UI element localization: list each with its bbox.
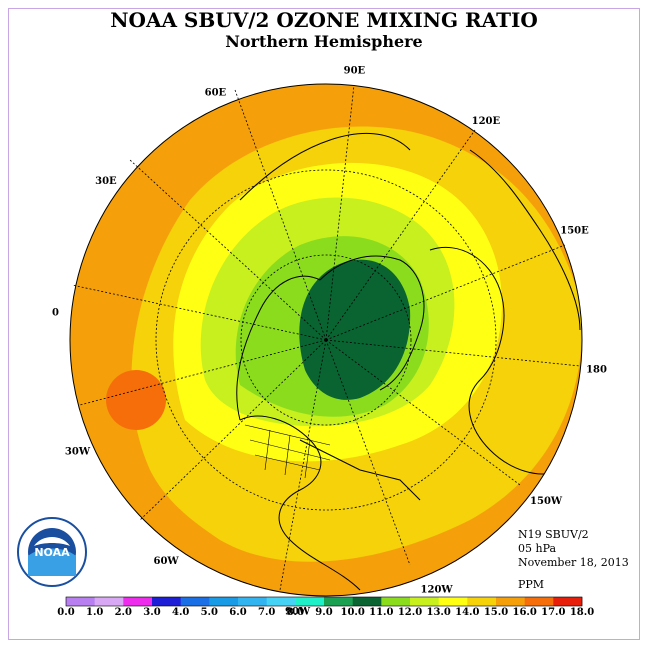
satellite-label: N19 SBUV/2 [518,528,589,541]
legend-swatch [324,597,353,606]
legend-value-labels: 0.0 1.0 2.0 3.0 4.0 5.0 6.0 7.0 8.0 9.0 10.0 11.0 12… [0,607,648,621]
color-legend [65,596,583,607]
legend-value: 8.0 [286,607,304,618]
legend-swatch [94,597,124,606]
legend-swatch [66,597,95,606]
legend-value: 2.0 [114,607,132,618]
legend-swatch [438,597,468,606]
legend-value: 9.0 [315,607,333,618]
lon-label-1: 60E [205,88,227,99]
graticule [71,84,581,591]
lon-label-11: 120E [472,116,501,127]
coastlines [236,132,581,591]
legend-value: 10.0 [340,607,365,618]
legend-value: 0.0 [57,607,75,618]
map-frame [8,8,640,640]
band-15-16 [106,370,166,430]
map-border [69,83,583,597]
band-13-14-south [230,485,320,555]
legend-border [65,596,583,607]
map-subtitle: Northern Hemisphere [225,32,423,51]
legend-swatch [238,597,267,606]
legend-value: 16.0 [512,607,537,618]
legend-swatch [209,597,239,606]
pressure-level: 05 hPa [518,542,557,555]
legend-swatch [123,597,153,606]
legend-swatch [467,597,497,606]
legend-value: 5.0 [200,607,218,618]
lon-label-8: 150W [530,496,563,507]
longitude-labels: 90E 60E 30E 0 30W 60W 90W 120W 150W 180 150E 120E [52,66,607,618]
legend-swatch [553,597,583,606]
lon-label-4: 30W [65,447,91,458]
date-label: November 18, 2013 [518,556,629,569]
legend-swatch [496,597,525,606]
lon-label-10: 150E [560,225,589,236]
lon-label-2: 30E [95,176,117,187]
legend-value: 1.0 [85,607,104,618]
lon-label-5: 60W [154,556,180,567]
legend-value: 18.0 [569,607,595,618]
legend-swatch [410,597,439,606]
units-label: PPM [518,578,545,591]
lon-label-0: 90E [344,66,366,77]
noaa-logo-text: NOAA [34,546,70,559]
legend-value: 4.0 [171,607,190,618]
lon-label-3: 0 [52,308,59,319]
map-title: NOAA SBUV/2 OZONE MIXING RATIO [110,8,538,32]
legend-value: 17.0 [541,607,566,618]
legend-swatch [152,597,181,606]
legend-swatch [180,597,210,606]
legend-swatch [381,597,411,606]
legend-value: 3.0 [143,607,161,618]
legend-swatch [295,597,325,606]
legend-value: 15.0 [483,607,509,618]
state-borders [244,424,331,479]
lon-label-7: 120W [421,585,454,596]
legend-value: 13.0 [426,607,451,618]
lon-label-9: 180 [586,364,607,375]
legend-value: 6.0 [229,607,247,618]
legend-swatch [524,597,554,606]
legend-value: 11.0 [369,607,394,618]
legend-value: 12.0 [397,607,423,618]
noaa-logo: NOAA [17,517,87,587]
legend-swatch [352,597,382,606]
legend-swatch [266,597,296,606]
band-9-10 [299,259,411,400]
lon-label-6: 90W [285,607,311,618]
legend-value: 14.0 [455,607,480,618]
legend-value: 7.0 [257,607,276,618]
